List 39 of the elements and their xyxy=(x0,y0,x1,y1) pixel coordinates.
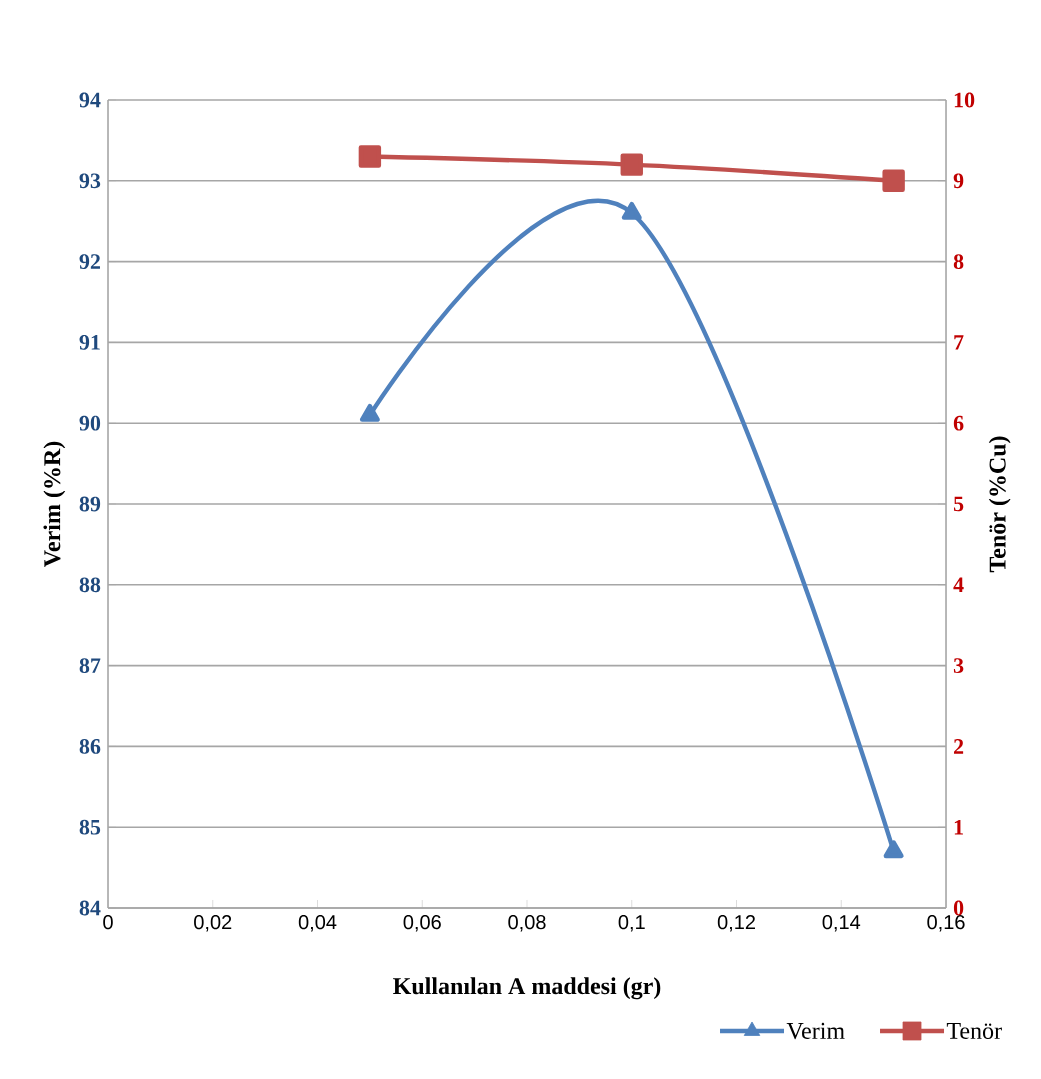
y-tick-label: 86 xyxy=(79,738,101,754)
x-tick-label: 0,12 xyxy=(717,915,755,932)
y-axis-title: Verim (%R) xyxy=(43,441,66,567)
y2-tick-label: 1 xyxy=(954,819,963,835)
y-tick-label: 93 xyxy=(79,173,101,189)
y-tick-label: 88 xyxy=(79,577,101,593)
y2-tick-label: 10 xyxy=(954,92,975,108)
y-tick-label: 90 xyxy=(79,415,101,431)
point xyxy=(621,201,642,220)
x-tick-label: 0,04 xyxy=(298,915,337,932)
y-tick-label: 91 xyxy=(79,335,100,350)
y-tick-label: 85 xyxy=(79,819,101,835)
y-tick-label: 92 xyxy=(79,254,100,269)
y2-tick-label: 4 xyxy=(953,577,964,593)
y2-tick-label: 0 xyxy=(953,900,964,916)
y2-tick-label: 6 xyxy=(953,415,964,431)
point xyxy=(883,840,904,859)
y2-tick-label: 5 xyxy=(953,496,964,512)
y2-tick-label: 9 xyxy=(953,173,964,189)
x-tick-label: 0 xyxy=(103,915,113,930)
x-axis-title: Kullanılan A maddesi (gr) xyxy=(393,977,661,1000)
y2-tick-label: 2 xyxy=(953,739,964,754)
y2-tick-label: 7 xyxy=(954,335,964,350)
point xyxy=(359,403,380,422)
y2-axis-title: Tenör (%Cu) xyxy=(988,436,1011,573)
x-tick-label: 0,16 xyxy=(927,915,965,932)
y-tick-label: 84 xyxy=(79,900,101,916)
legend-label: Verim xyxy=(786,1022,845,1040)
x-tick-label: 0,14 xyxy=(822,915,861,932)
x-tick-label: 0,08 xyxy=(508,915,546,932)
x-tick-label: 0,06 xyxy=(403,915,441,932)
y2-tick-label: 8 xyxy=(953,254,964,270)
x-tick-label: 0,02 xyxy=(194,915,232,932)
legend-label: Tenör xyxy=(946,1023,1002,1039)
y-tick-label: 89 xyxy=(79,496,101,512)
x-tick-label: 0,1 xyxy=(618,915,645,932)
y-tick-label: 94 xyxy=(79,92,101,108)
y2-tick-label: 3 xyxy=(953,658,964,673)
y-tick-label: 87 xyxy=(79,658,101,674)
